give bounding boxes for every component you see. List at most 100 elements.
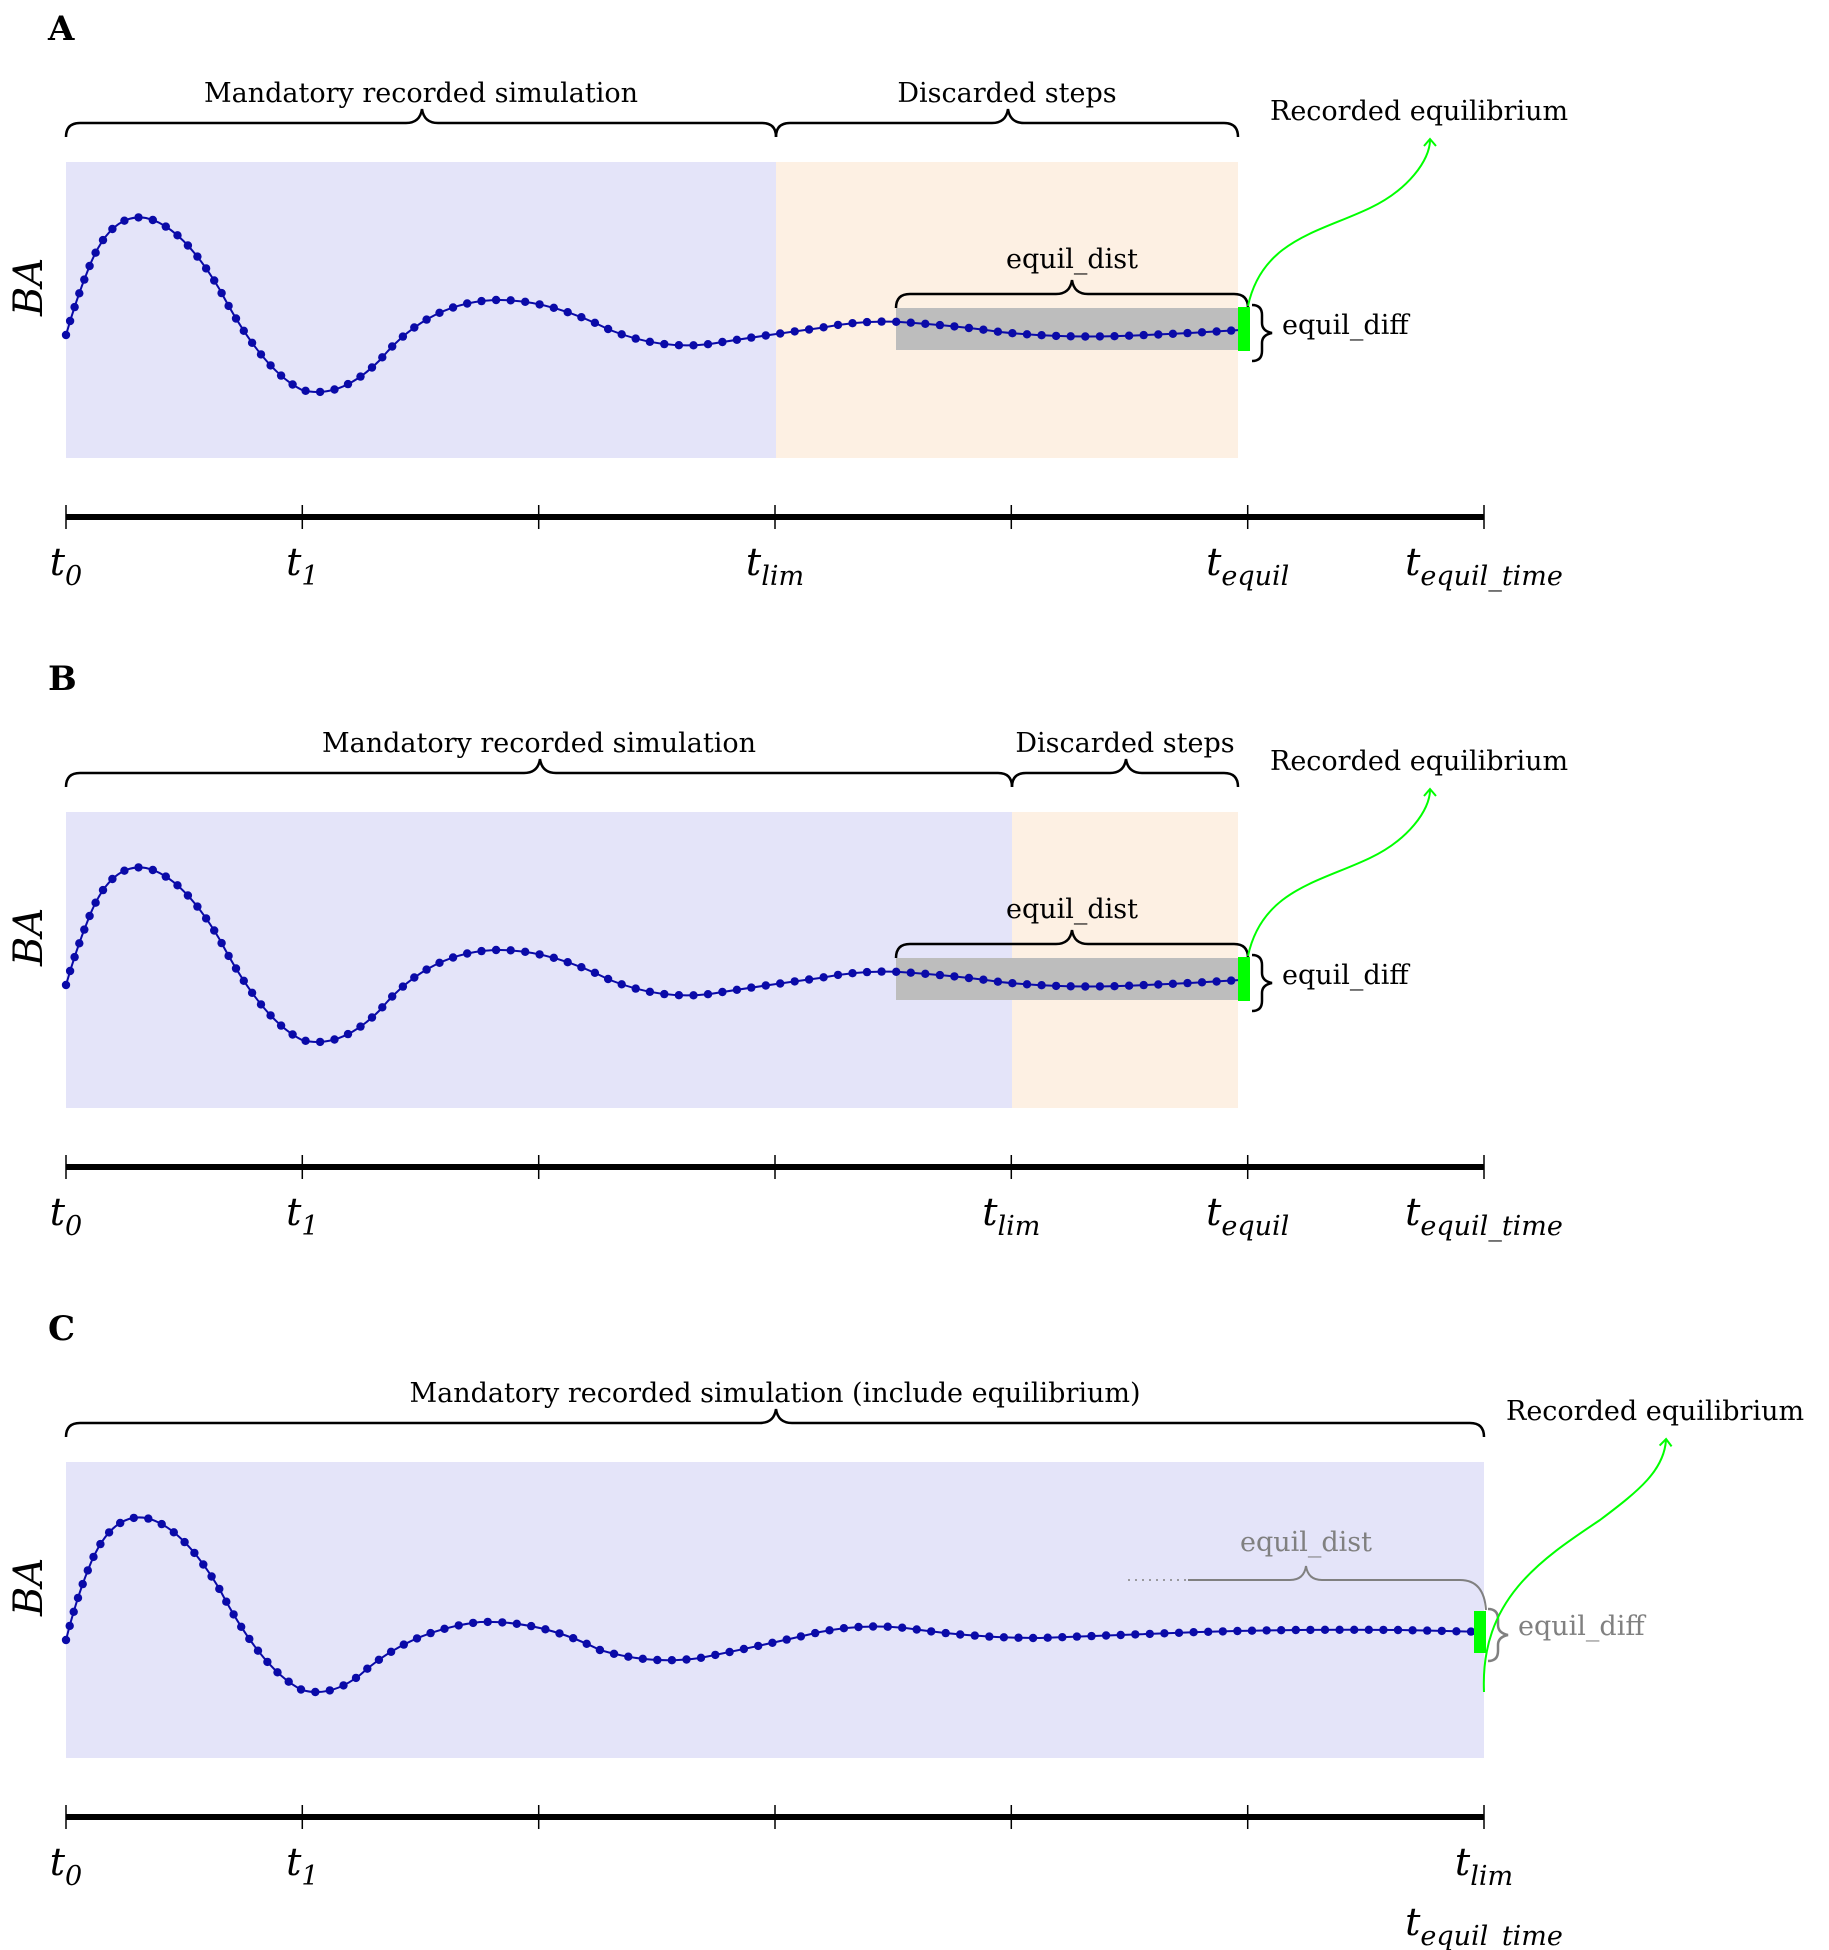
ba-point xyxy=(65,966,75,976)
ba-point xyxy=(1306,1625,1315,1635)
ba-point xyxy=(1227,326,1236,335)
equilibrium-arrow xyxy=(1247,787,1437,957)
ba-point xyxy=(161,872,170,881)
ba-point xyxy=(1124,331,1134,340)
ba-point xyxy=(1014,1633,1023,1642)
ba-point xyxy=(603,974,613,984)
ba-point xyxy=(1008,979,1017,988)
ba-point xyxy=(343,1029,353,1039)
ba-point xyxy=(1087,1631,1096,1641)
ba-point xyxy=(193,902,202,911)
ba-point xyxy=(549,303,558,312)
tick-label-lim: tlim xyxy=(982,1190,1040,1242)
ba-point xyxy=(463,949,472,958)
ba-point xyxy=(833,320,843,330)
ba-point xyxy=(811,1628,820,1638)
ba-point xyxy=(956,1630,965,1639)
ba-point xyxy=(256,1000,266,1009)
ba-point xyxy=(985,1632,994,1641)
ba-curve-points xyxy=(61,863,1236,1047)
equilibrium-label: Recorded equilibrium xyxy=(1270,96,1568,127)
equil-diff-brace: equil_diff xyxy=(1251,303,1410,363)
ba-point xyxy=(1364,1625,1374,1634)
ba-point xyxy=(440,1624,449,1633)
equil-dist-brace: equil_dist xyxy=(894,894,1250,959)
ba-point xyxy=(70,952,79,962)
tick-label-0: t0 xyxy=(50,1190,82,1242)
ba-point xyxy=(1247,1626,1257,1635)
mandatory-region xyxy=(66,812,1012,1108)
ba-point xyxy=(964,323,974,333)
discarded-brace: Discarded steps xyxy=(1010,728,1240,788)
ba-point xyxy=(1183,978,1192,988)
discarded-label: Discarded steps xyxy=(1015,728,1234,759)
equil-dist-brace: equil_dist xyxy=(1128,1527,1487,1611)
ba-point xyxy=(617,330,626,339)
ba-point xyxy=(325,1686,334,1695)
ba-point xyxy=(91,248,100,257)
ba-point xyxy=(70,302,79,312)
ba-point xyxy=(356,372,365,381)
ba-curve-points xyxy=(61,213,1236,397)
ba-point xyxy=(1335,1625,1344,1634)
ba-point xyxy=(1168,979,1178,988)
ba-point xyxy=(768,1638,777,1647)
y-axis-label: BA xyxy=(6,908,52,967)
panel-letter: A xyxy=(47,9,75,49)
ba-point xyxy=(247,988,257,997)
ba-point xyxy=(950,322,959,331)
ba-point xyxy=(506,946,515,955)
ba-point xyxy=(660,989,669,999)
ba-point xyxy=(454,1621,463,1630)
ba-point xyxy=(732,335,742,344)
tick-label-0: t0 xyxy=(50,540,82,592)
timeline-ticks: t0 t1 tlim tequil tequil_time xyxy=(50,505,1563,592)
ba-point xyxy=(61,980,71,990)
ba-point xyxy=(134,863,143,872)
ba-point xyxy=(898,1623,907,1632)
ba-point xyxy=(1291,1625,1301,1635)
ba-point xyxy=(609,1649,619,1658)
y-axis-label: BA xyxy=(6,1558,52,1617)
equil-dist-label: equil_dist xyxy=(1240,1527,1372,1558)
ba-point xyxy=(296,1685,306,1694)
ba-point xyxy=(85,911,94,921)
ba-point xyxy=(582,1639,591,1648)
ba-point xyxy=(747,333,756,342)
equilibrium-mark xyxy=(1238,957,1250,1001)
ba-point xyxy=(1452,1627,1461,1636)
ba-point xyxy=(747,983,756,992)
ba-point xyxy=(266,1011,275,1020)
ba-point xyxy=(180,1537,189,1547)
ba-point xyxy=(148,215,157,225)
mandatory-label: Mandatory recorded simulation (include e… xyxy=(409,1378,1140,1409)
ba-point xyxy=(603,324,613,334)
ba-point xyxy=(868,1622,878,1631)
ba-point xyxy=(590,968,600,977)
ba-point xyxy=(161,222,170,231)
ba-point xyxy=(906,968,915,977)
ba-point xyxy=(386,1647,396,1656)
ba-point xyxy=(1110,982,1119,991)
ba-point xyxy=(75,289,84,298)
ba-point xyxy=(266,361,275,370)
ba-point xyxy=(935,970,945,980)
ba-point xyxy=(1379,1625,1388,1635)
ba-point xyxy=(477,946,486,956)
ba-point xyxy=(315,1037,325,1047)
timeline: t0 t1 tlim tequil tequil_time xyxy=(50,1155,1563,1242)
ba-point xyxy=(422,965,431,974)
ba-point xyxy=(210,926,219,935)
mandatory-region xyxy=(66,1462,1484,1758)
ba-point xyxy=(667,1656,677,1665)
ba-point xyxy=(549,953,558,962)
ba-point xyxy=(224,301,233,311)
ba-point xyxy=(1160,1629,1169,1638)
ba-point xyxy=(239,326,248,335)
discarded-label: Discarded steps xyxy=(897,78,1116,109)
timeline: t0 t1 tlim tequil_time xyxy=(50,1805,1563,1950)
ba-point xyxy=(448,953,458,962)
timeline: t0 t1 tlim tequil tequil_time xyxy=(50,505,1563,592)
ba-point xyxy=(1139,330,1148,340)
panel-c: C Mandatory recorded simulation (include… xyxy=(6,1309,1804,1950)
